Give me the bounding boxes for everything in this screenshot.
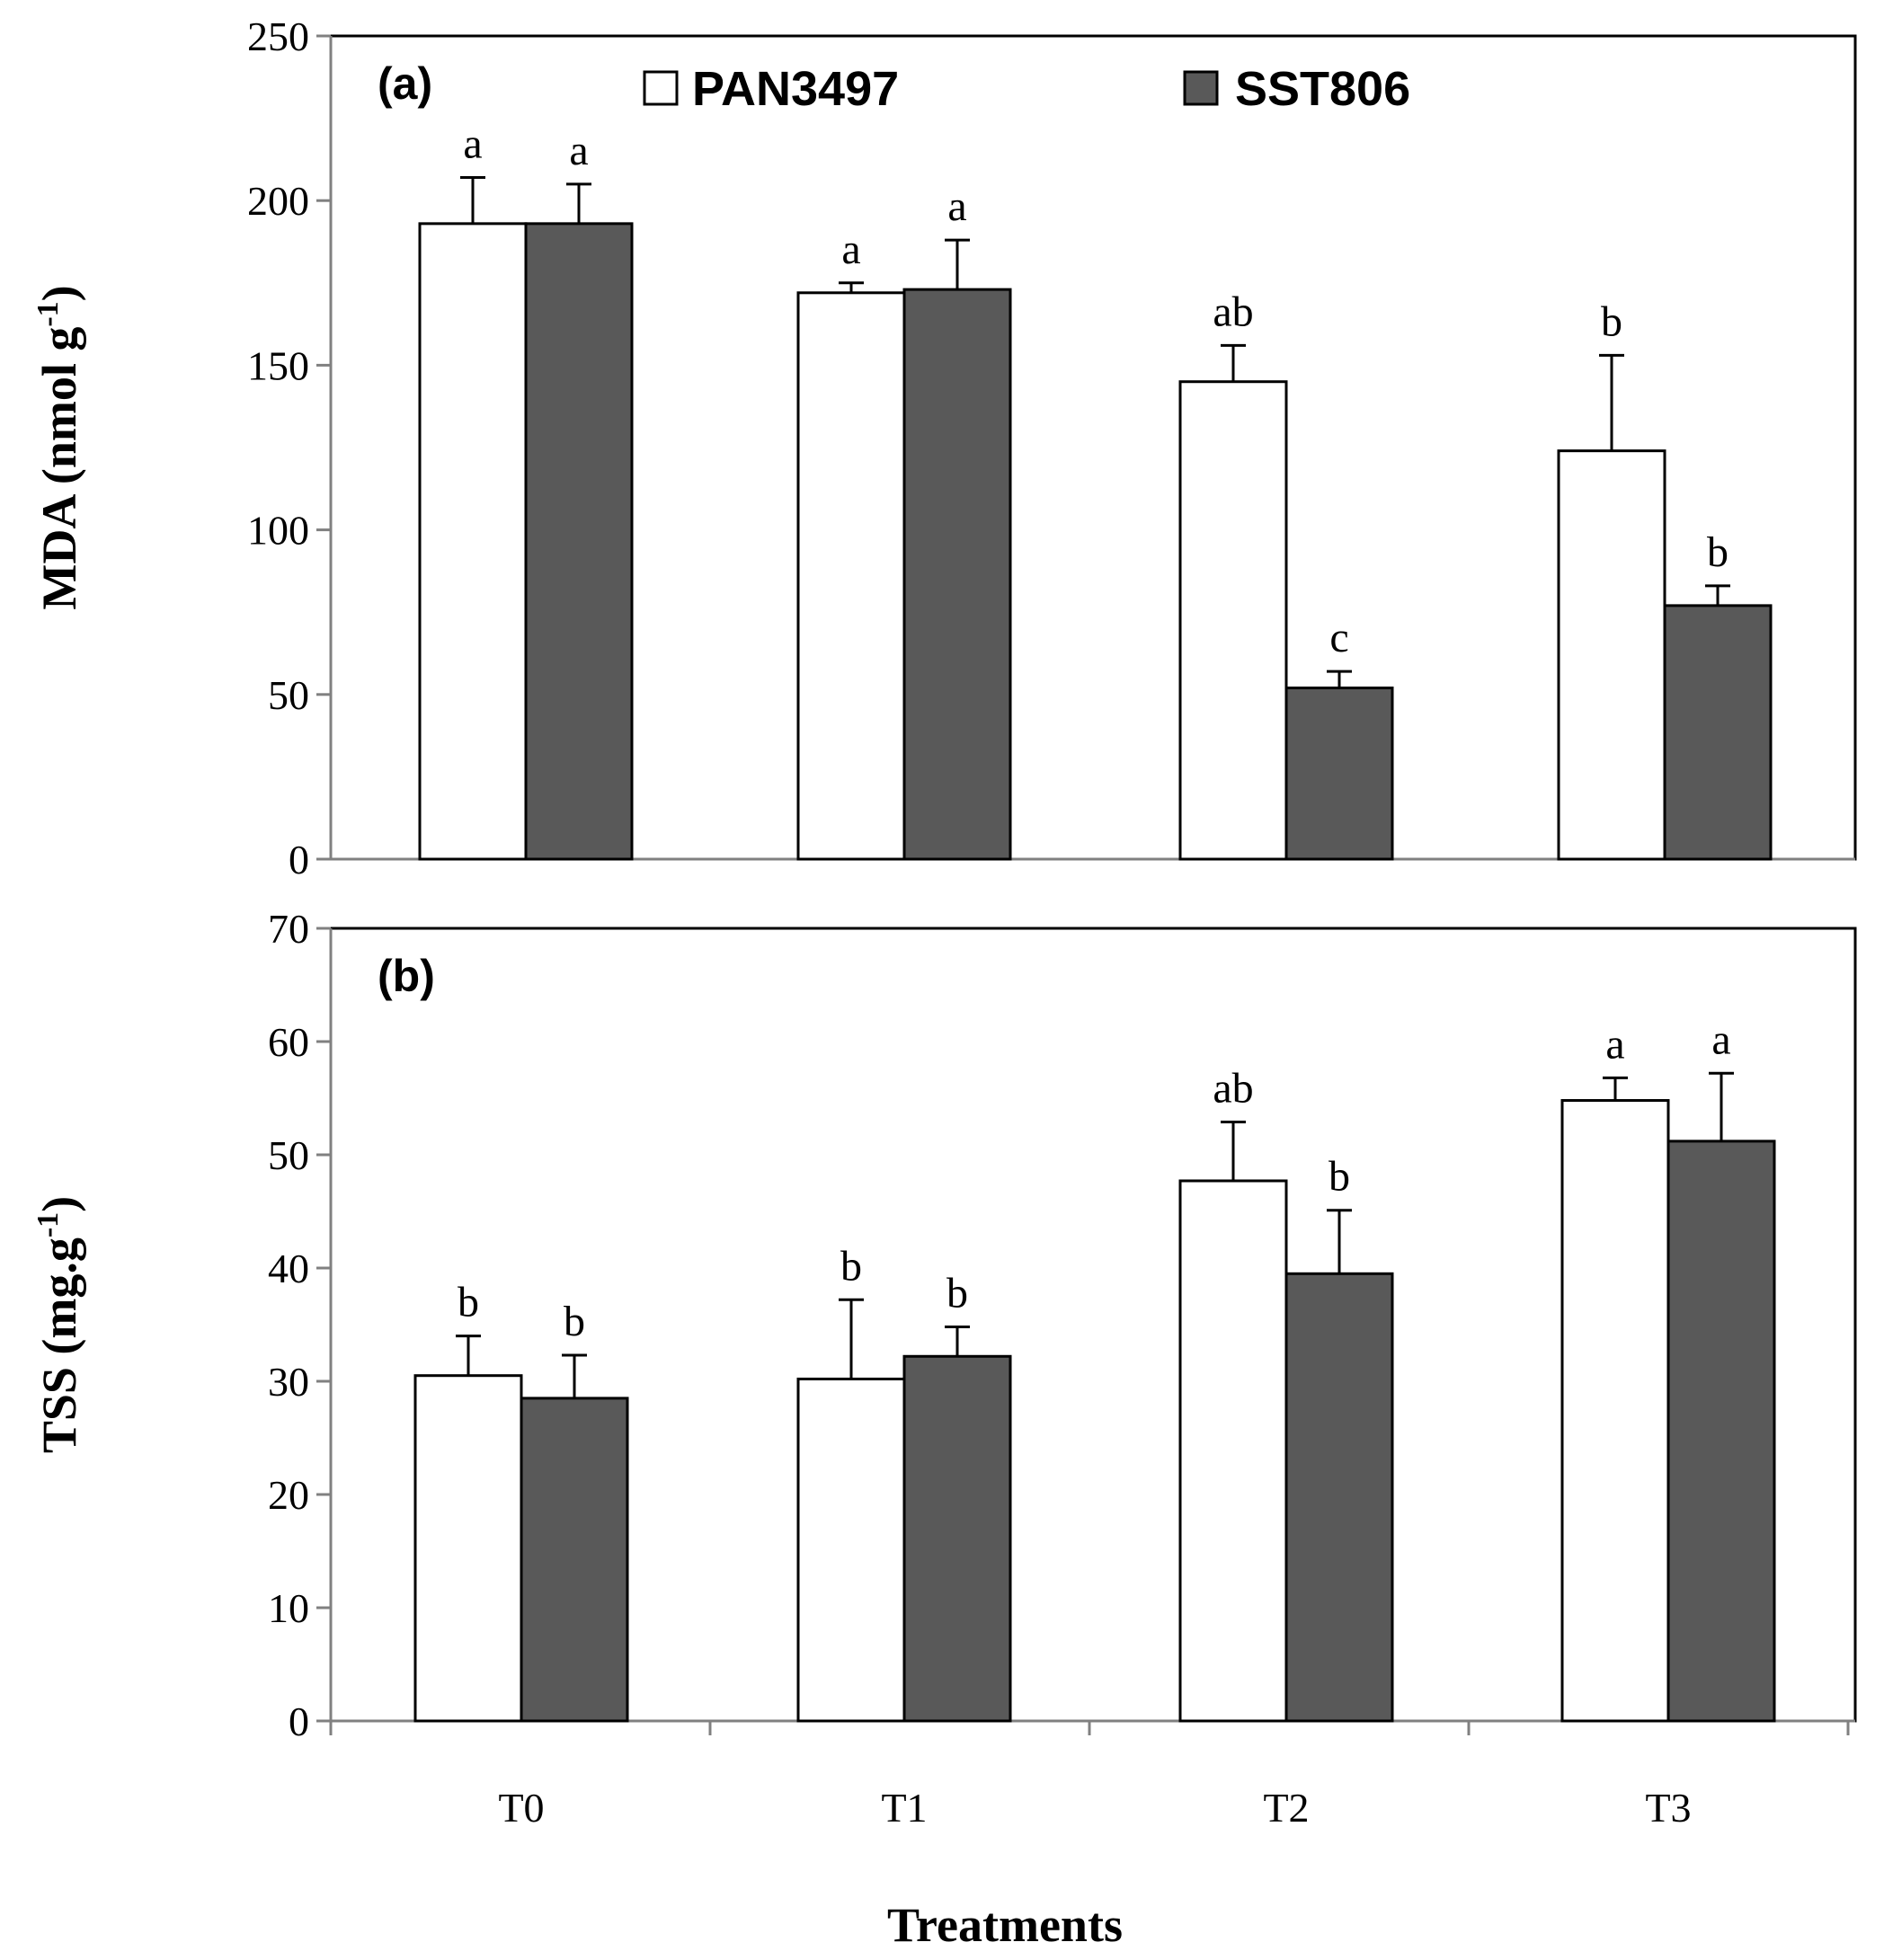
- panel-label: (b): [378, 951, 435, 1001]
- bar-SST806: [520, 1397, 629, 1723]
- significance-letter: a: [569, 127, 588, 174]
- y-axis-title-sup: -1: [31, 1212, 65, 1237]
- bar-PAN3497: [796, 291, 906, 861]
- significance-letter: c: [1329, 614, 1348, 661]
- y-tick-label: 0: [289, 1698, 309, 1744]
- y-tick-label: 50: [268, 672, 309, 718]
- y-tick-label: 60: [268, 1019, 309, 1065]
- x-axis-title: Treatments: [887, 1898, 1123, 1952]
- y-tick-label: 100: [247, 508, 309, 554]
- bar-SST806: [902, 288, 1012, 861]
- y-axis-title: TSS (mg.g-1): [31, 1196, 86, 1453]
- y-tick-label: 200: [247, 178, 309, 224]
- legend-label: SST806: [1235, 62, 1410, 116]
- x-tick-label: T3: [1645, 1785, 1691, 1831]
- y-axis-title-main: MDA (nmol g: [32, 327, 86, 610]
- bar-PAN3497: [796, 1377, 906, 1723]
- y-tick-label: 10: [268, 1585, 309, 1631]
- bar-PAN3497: [1178, 380, 1288, 861]
- legend: PAN3497 SST806: [643, 62, 1410, 116]
- bar-SST806: [902, 1354, 1012, 1723]
- significance-letter: a: [841, 226, 860, 273]
- y-tick-label: 250: [247, 13, 309, 59]
- bar-PAN3497: [413, 1374, 523, 1723]
- significance-letter: b: [946, 1270, 968, 1317]
- y-tick-label: 0: [289, 837, 309, 882]
- bar-SST806: [1666, 1140, 1776, 1723]
- bar-SST806: [1284, 1272, 1394, 1723]
- significance-letter: a: [463, 120, 482, 168]
- significance-letter: a: [947, 182, 966, 230]
- bar-PAN3497: [1560, 1099, 1670, 1723]
- significance-letter: a: [1711, 1015, 1730, 1063]
- significance-letter: b: [458, 1279, 479, 1326]
- significance-letter: b: [840, 1242, 862, 1290]
- x-tick-label: T1: [881, 1785, 927, 1831]
- legend-label: PAN3497: [692, 62, 899, 116]
- y-tick-label: 150: [247, 342, 309, 388]
- significance-letter: a: [1605, 1020, 1624, 1068]
- legend-swatch: [1183, 70, 1219, 106]
- y-axis-title-close: ): [32, 285, 86, 301]
- x-tick-label: T2: [1263, 1785, 1309, 1831]
- y-axis-title: MDA (nmol g-1): [31, 285, 86, 609]
- y-tick-label: 20: [268, 1472, 309, 1518]
- y-tick-label: 30: [268, 1359, 309, 1405]
- panel-a: 0 50 100 150 200 250 a a ab b a a c b (a) MDA (nmol g-1…: [31, 13, 1857, 882]
- significance-letter: b: [1707, 528, 1728, 576]
- bar-SST806: [524, 222, 634, 861]
- y-axis-title-sup: -1: [31, 301, 65, 326]
- bar-PAN3497: [1557, 449, 1666, 861]
- y-axis-title-main: TSS (mg.g: [32, 1237, 86, 1453]
- significance-letter: b: [1601, 297, 1622, 345]
- y-tick-label: 70: [268, 906, 309, 952]
- y-axis-title-close: ): [32, 1196, 86, 1212]
- x-tick-label: T0: [498, 1785, 544, 1831]
- legend-swatch: [643, 70, 679, 106]
- significance-letter: ab: [1213, 1064, 1253, 1112]
- bar-SST806: [1284, 686, 1394, 861]
- bar-SST806: [1663, 604, 1773, 861]
- y-tick-label: 50: [268, 1132, 309, 1178]
- significance-letter: b: [564, 1298, 585, 1345]
- bar-PAN3497: [418, 222, 528, 861]
- significance-letter: b: [1329, 1153, 1350, 1201]
- significance-letter: ab: [1213, 288, 1253, 335]
- y-tick-label: 40: [268, 1246, 309, 1291]
- panel-label: (a): [378, 58, 432, 109]
- bar-PAN3497: [1178, 1179, 1288, 1723]
